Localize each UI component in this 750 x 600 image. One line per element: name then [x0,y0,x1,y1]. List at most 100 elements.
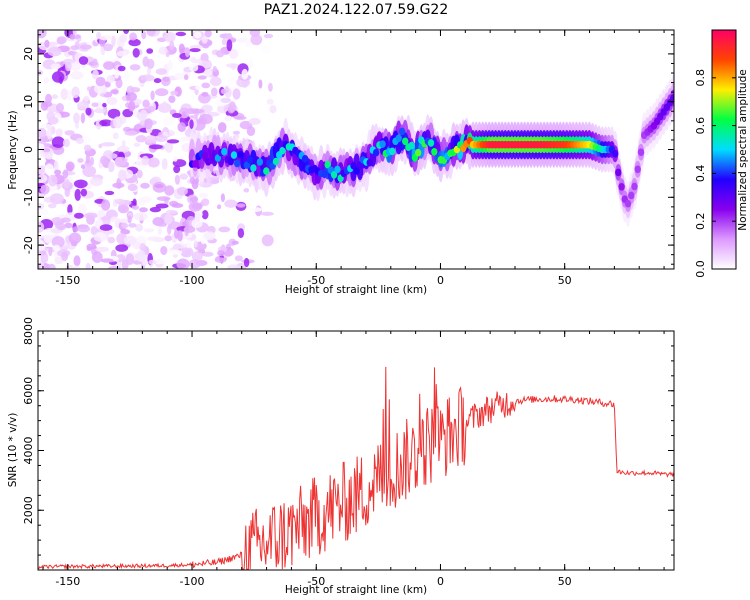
spectrogram-noise-cell [89,177,103,187]
spectrogram-noise-cell [191,251,203,262]
spectrogram-ridge-cell [379,140,386,148]
spectrogram-noise-cell [50,63,61,70]
spectrogram-noise-cell [212,66,217,73]
spectrogram-noise-cell [42,148,51,153]
spectrogram-noise-cell [61,251,69,262]
spectrogram-noise-cell [153,259,166,265]
spectrogram-noise-cell [139,207,148,213]
spectrogram-noise-cell [217,122,227,133]
spectrogram-noise-cell [135,135,147,143]
spectrogram-ridge-cell [301,155,309,163]
spectrogram-noise-cell [69,33,75,40]
spectrogram-noise-cell [162,76,170,82]
spectrogram-noise-cell [167,60,173,71]
spectrogram-noise-cell [103,43,113,52]
spectrogram-noise-cell [80,164,86,170]
x-tick-label: 50 [558,274,572,287]
spectrogram-noise-cell [67,89,72,102]
spectrogram-noise-cell [201,210,209,220]
spectrogram-noise-cell [80,112,86,124]
spectrogram-noise-cell [194,210,201,223]
spectrogram-noise-cell [102,102,107,108]
spectrogram-ridge-cell [234,159,241,168]
spectrogram-noise-cell [126,92,137,102]
spectrogram-noise-cell [142,99,150,108]
spectrogram-y-ticks: -20 -10 0 10 20 [22,34,674,265]
spectrogram-noise-cell [63,222,74,229]
spectrogram-noise-cell [85,262,91,269]
spectrogram-noise-cell [191,219,203,228]
spectrogram-noise-cell [38,30,47,39]
spectrogram-ridge-cell [634,165,641,174]
spectrogram-noise-cell [164,141,174,153]
snr-frame [37,330,675,571]
spectrogram-noise-cell [169,40,175,51]
spectrogram-noise-cell [147,58,155,69]
spectrogram-ridge-cell [201,151,209,160]
spectrogram-noise-cell [221,38,227,46]
spectrogram-noise-cell [47,263,56,269]
spectrogram-ridge-cell [324,160,331,169]
snr-y-ticks: 2000 4000 6000 8000 [22,317,674,571]
x-tick-label: -150 [55,575,80,588]
spectrogram-noise-cell [174,72,184,80]
spectrogram-noise-cell [51,236,65,248]
spectrogram-noise-cell [228,48,239,59]
spectrogram-ridge-cell [408,141,415,150]
spectrogram-noise-cell [261,211,274,216]
spectrogram-noise-cell [149,206,162,213]
spectrogram-noise-cell [227,77,239,89]
spectrogram-ridge-cell [366,158,373,167]
spectrogram-ridge-cell [398,127,406,136]
spectrogram-noise-cell [133,142,141,147]
spectrogram-noise-cell [149,144,163,150]
spectrogram-noise-cell [141,155,150,166]
spectrogram-noise-cell [172,113,182,118]
spectrogram-noise-cell [155,88,169,97]
spectrogram-noise-cell [237,228,245,239]
spectrogram-noise-cell [263,33,274,39]
spectrogram-noise-cell [210,76,222,87]
spectrogram-noise-cell [139,109,148,120]
x-tick-label: -100 [180,575,205,588]
spectrogram-noise-cell [166,139,180,144]
spectrogram-noise-cell [106,96,118,106]
spectrogram-noise-cell [113,116,123,129]
spectrogram-noise-cell [201,36,208,44]
spectrogram-noise-cell [147,66,151,77]
spectrogram-ridge-cell [414,148,422,157]
spectrogram-noise-cell [99,224,113,231]
spectrogram-noise-cell [168,95,176,103]
spectrogram-noise-cell [224,199,238,208]
spectrogram-noise-cell [197,248,205,254]
spectrogram-noise-cell [249,207,262,213]
spectrogram-noise-cell [112,182,125,189]
spectrogram-blobs [38,30,674,269]
spectrogram-noise-cell [163,117,175,126]
spectrogram-noise-cell [178,43,185,54]
spectrogram-noise-cell [121,222,129,229]
spectrogram-noise-cell [57,226,66,231]
spectrogram-noise-cell [164,185,175,196]
spectrogram-ridge-cell [628,191,635,200]
spectrogram-noise-cell [135,223,144,232]
spectrogram-noise-cell [189,63,199,72]
spectrogram-ridge-cell [272,157,280,166]
x-tick-label: -100 [180,274,205,287]
spectrogram-noise-cell [243,188,250,193]
spectrogram-noise-cell [224,115,233,122]
spectrogram-noise-cell [177,122,186,133]
spectrogram-noise-cell [163,31,176,43]
spectrogram-ridge-cell [431,148,438,156]
spectrogram-noise-cell [108,153,118,159]
spectrogram-noise-cell [189,196,198,202]
spectrogram-noise-cell [183,226,196,233]
spectrogram-ridge-cell [334,165,341,174]
spectrogram-ridge-cell [615,168,622,177]
y-tick-label: 10 [22,95,35,109]
spectrogram-noise-cell [140,74,155,82]
spectrogram-noise-cell [195,85,202,90]
spectrogram-noise-cell [90,226,98,236]
spectrogram-ridge-cell [330,171,338,179]
